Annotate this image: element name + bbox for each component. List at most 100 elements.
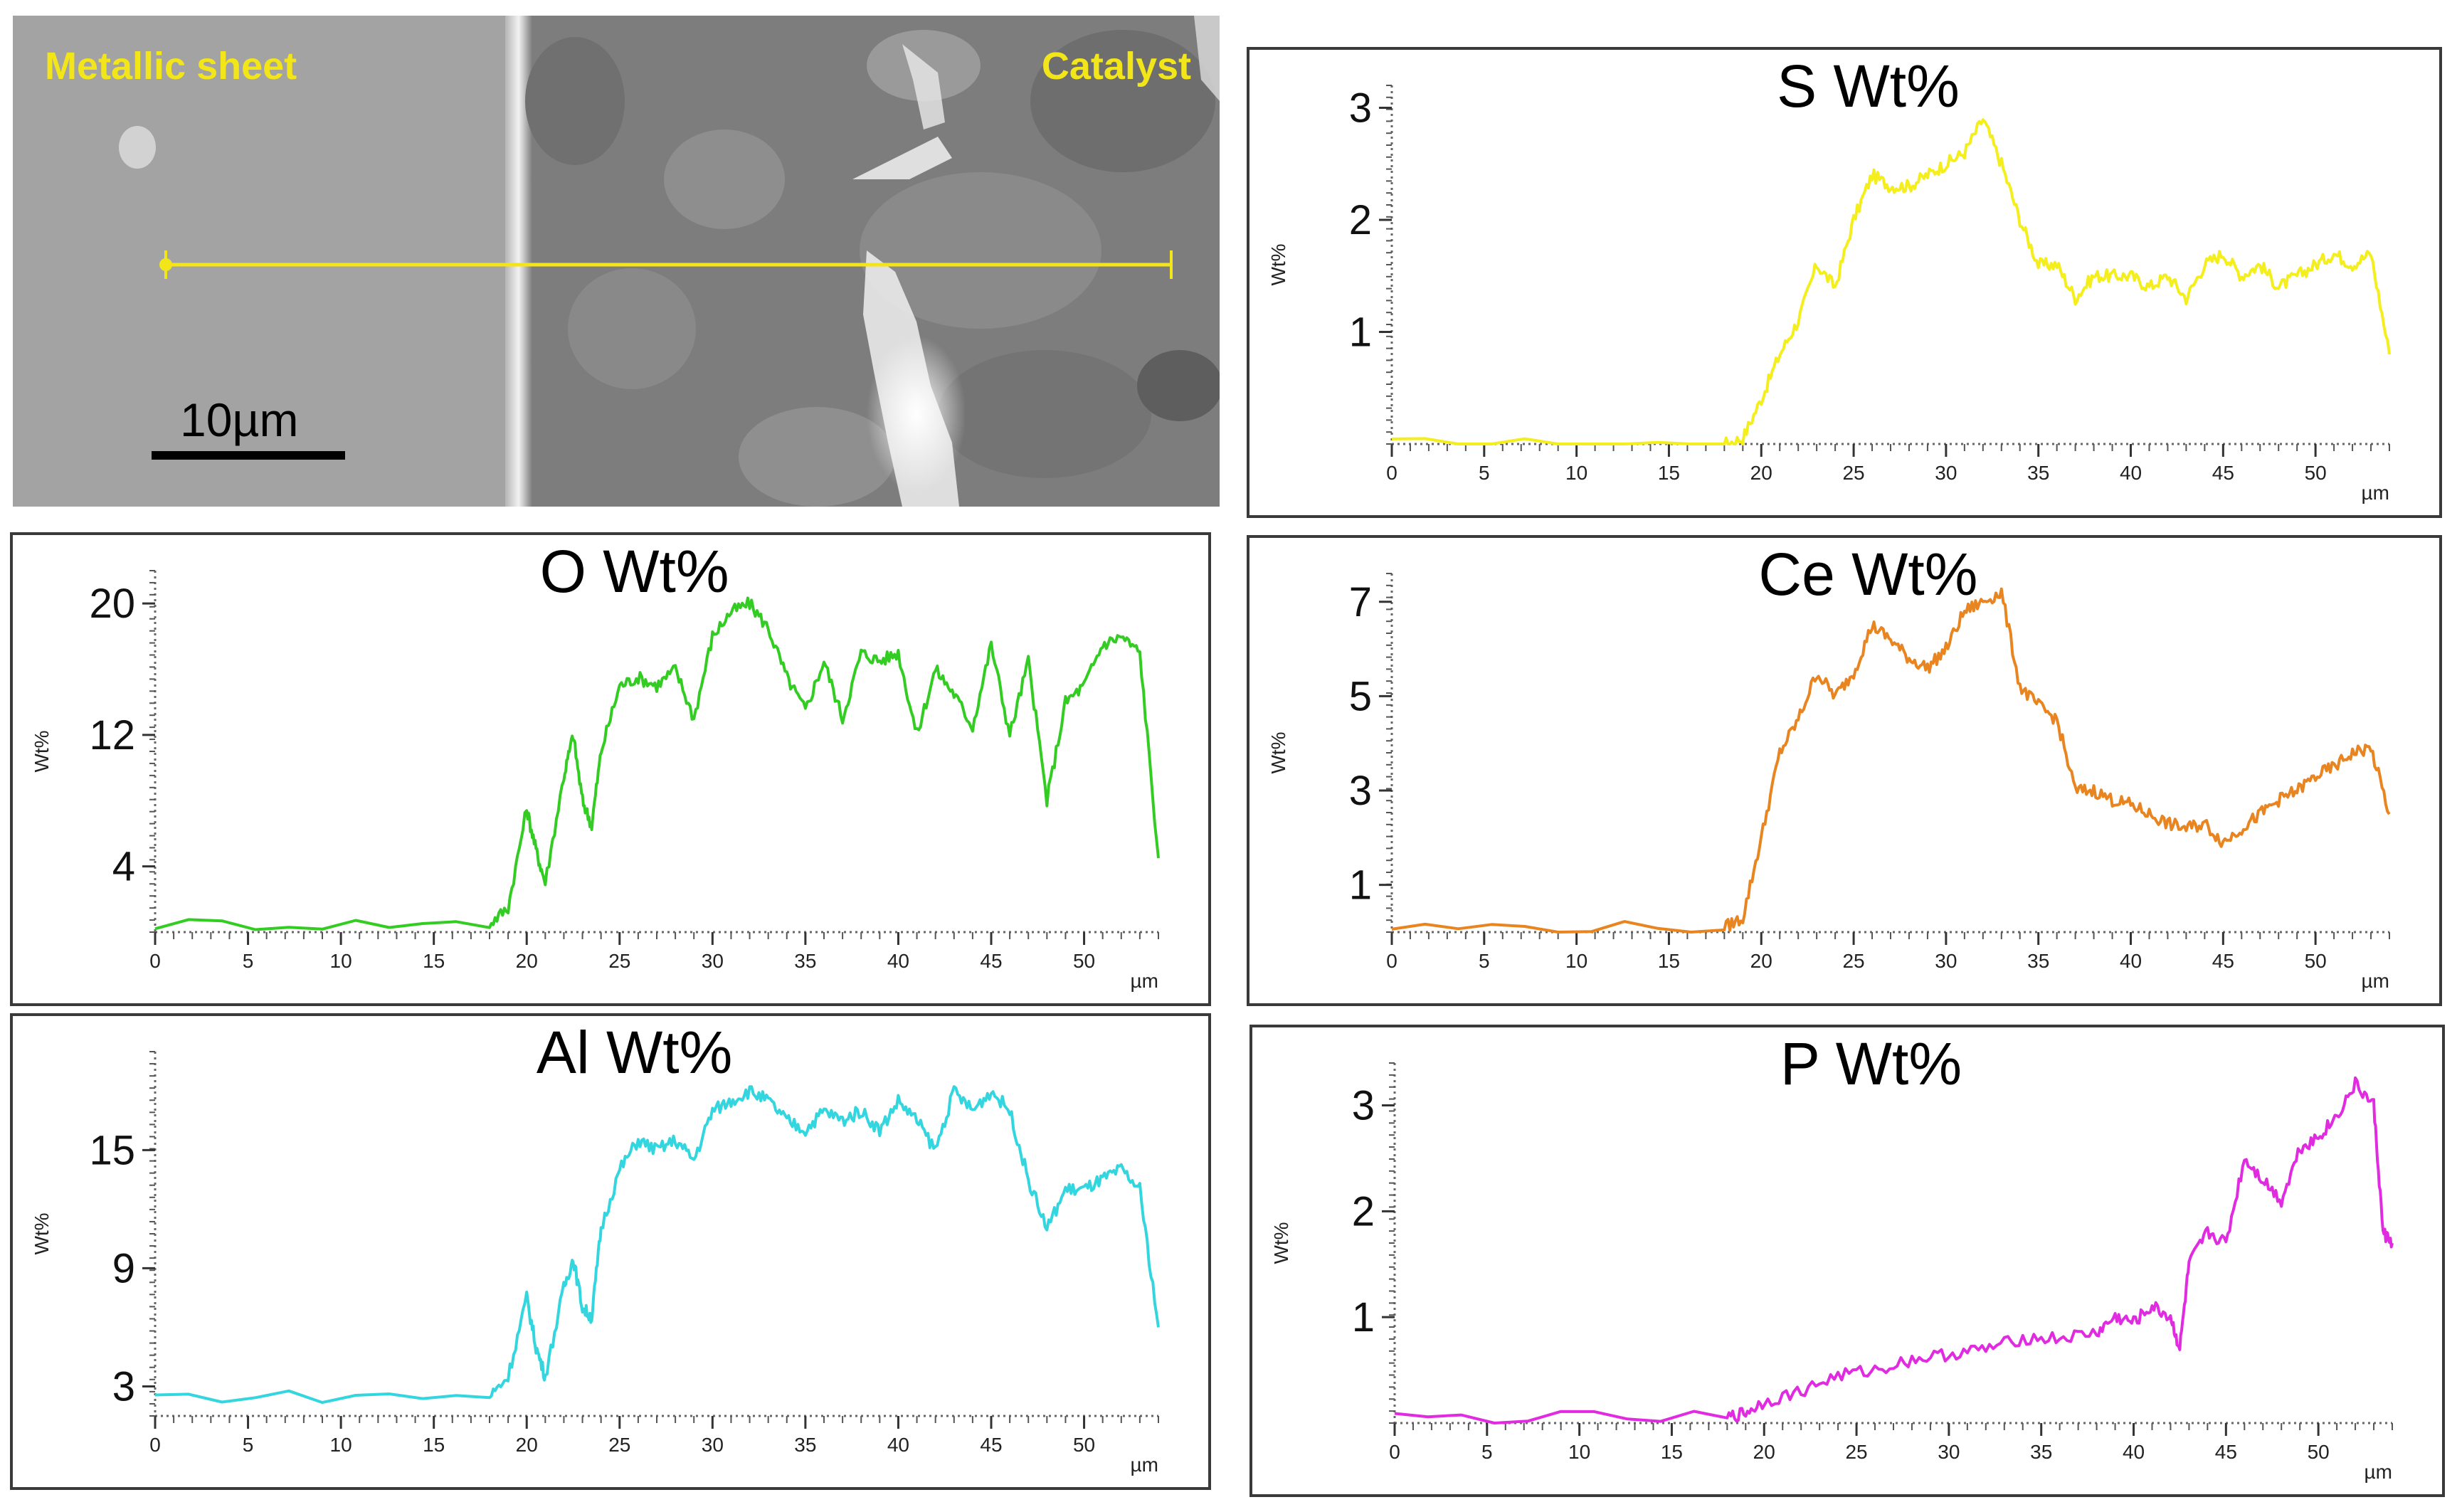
al-x-tick-label: 0 xyxy=(149,1434,161,1456)
s-y-tick-label: 3 xyxy=(1349,85,1372,132)
al-x-tick-label: 45 xyxy=(980,1434,1002,1456)
ce-y-tick-label: 5 xyxy=(1349,673,1372,719)
scale-bar xyxy=(152,451,345,460)
o-x-tick-label: 50 xyxy=(1073,950,1095,972)
s-x-tick-label: 35 xyxy=(2027,462,2049,484)
p-x-tick-label: 35 xyxy=(2030,1441,2052,1463)
s-y-minor-ticks xyxy=(1386,85,1392,445)
s-wt-chart-panel: 0 5 10 15 20 25 30 35 40 45 50 1 2 3 Wt% µm S Wt% xyxy=(1247,47,2442,518)
al-wt-chart-panel: 0 5 10 15 20 25 30 35 40 45 50 3 9 15 Wt% µm Al Wt% xyxy=(10,1013,1211,1490)
ce-x-tick-label: 25 xyxy=(1842,950,1864,972)
al-x-tick-label: 30 xyxy=(702,1434,724,1456)
p-x-tick-label: 20 xyxy=(1753,1441,1775,1463)
o-chart-svg: 0 5 10 15 20 25 30 35 40 45 50 4 12 20 Wt% µm O Wt% xyxy=(31,538,1160,992)
ce-wt-chart-panel: 0 5 10 15 20 25 30 35 40 45 50 1 3 5 7 Wt% µm Ce Wt% xyxy=(1247,535,2442,1006)
o-x-tick-label: 20 xyxy=(516,950,538,972)
o-x-tick-label: 0 xyxy=(149,950,161,972)
al-x-tick-label: 35 xyxy=(794,1434,816,1456)
al-x-tick-label: 10 xyxy=(330,1434,352,1456)
o-x-tick-label: 10 xyxy=(330,950,352,972)
s-x-tick-label: 15 xyxy=(1658,462,1680,484)
al-y-axis-title: Wt% xyxy=(31,1212,53,1254)
o-chart-title: O Wt% xyxy=(540,538,729,605)
s-x-tick-label: 30 xyxy=(1935,462,1957,484)
p-x-tick-label: 15 xyxy=(1661,1441,1683,1463)
al-x-tick-label: 20 xyxy=(516,1434,538,1456)
al-x-tick-label: 25 xyxy=(608,1434,630,1456)
ce-x-tick-label: 45 xyxy=(2212,950,2234,972)
s-x-tick-label: 25 xyxy=(1842,462,1864,484)
p-chart-title: P Wt% xyxy=(1780,1030,1962,1097)
p-x-tick-label: 10 xyxy=(1568,1441,1590,1463)
ce-x-axis-title: µm xyxy=(2362,970,2389,992)
o-x-tick-label: 25 xyxy=(608,950,630,972)
p-x-tick-label: 30 xyxy=(1938,1441,1960,1463)
o-x-tick-label: 35 xyxy=(794,950,816,972)
s-chart-title: S Wt% xyxy=(1777,53,1960,120)
metallic-sheet-label: Metallic sheet xyxy=(45,45,297,88)
o-y-tick-label: 12 xyxy=(89,712,135,758)
ce-x-tick-label: 50 xyxy=(2305,950,2327,972)
o-wt-chart-panel: 0 5 10 15 20 25 30 35 40 45 50 4 12 20 Wt% µm O Wt% xyxy=(10,532,1211,1006)
p-x-tick-label: 40 xyxy=(2123,1441,2145,1463)
ce-y-tick-label: 7 xyxy=(1349,579,1372,625)
ce-x-tick-label: 10 xyxy=(1565,950,1587,972)
al-chart-svg: 0 5 10 15 20 25 30 35 40 45 50 3 9 15 Wt% µm Al Wt% xyxy=(31,1019,1160,1476)
al-chart-title: Al Wt% xyxy=(537,1019,732,1086)
s-y-tick-label: 1 xyxy=(1349,310,1372,356)
al-y-tick-label: 9 xyxy=(112,1245,135,1291)
al-series-line xyxy=(154,1085,1160,1405)
o-y-tick-label: 4 xyxy=(112,844,135,890)
ce-x-tick-label: 0 xyxy=(1386,950,1397,972)
o-x-tick-label: 5 xyxy=(243,950,254,972)
s-x-tick-label: 10 xyxy=(1565,462,1587,484)
o-x-axis-title: µm xyxy=(1131,970,1158,992)
o-y-minor-ticks xyxy=(149,570,155,933)
p-wt-chart-panel: 0 5 10 15 20 25 30 35 40 45 50 1 2 3 Wt% µm P Wt% xyxy=(1249,1025,2445,1497)
s-x-tick-label: 20 xyxy=(1750,462,1772,484)
s-x-tick-label: 45 xyxy=(2212,462,2234,484)
s-chart-svg: 0 5 10 15 20 25 30 35 40 45 50 1 2 3 Wt% µm S Wt% xyxy=(1267,53,2391,504)
ce-x-tick-label: 15 xyxy=(1658,950,1680,972)
scale-bar-label: 10µm xyxy=(180,393,299,446)
o-x-tick-label: 40 xyxy=(887,950,909,972)
al-x-axis-title: µm xyxy=(1131,1454,1158,1476)
p-y-axis-title: Wt% xyxy=(1270,1222,1292,1264)
al-y-tick-label: 15 xyxy=(89,1127,135,1173)
ce-y-tick-label: 1 xyxy=(1349,862,1372,909)
o-y-tick-label: 20 xyxy=(89,581,135,627)
ce-x-tick-label: 30 xyxy=(1935,950,1957,972)
al-x-tick-label: 5 xyxy=(243,1434,254,1456)
al-y-tick-label: 3 xyxy=(112,1363,135,1410)
s-x-tick-label: 5 xyxy=(1479,462,1490,484)
s-y-axis-title: Wt% xyxy=(1267,243,1289,285)
p-x-axis-title: µm xyxy=(2364,1461,2392,1483)
ce-series-line xyxy=(1391,587,2391,934)
al-x-tick-label: 40 xyxy=(887,1434,909,1456)
p-y-tick-label: 3 xyxy=(1352,1083,1375,1129)
o-x-tick-label: 30 xyxy=(702,950,724,972)
sem-micrograph: Metallic sheet Catalyst 10µm xyxy=(13,16,1220,507)
ce-x-tick-label: 20 xyxy=(1750,950,1772,972)
p-x-tick-label: 50 xyxy=(2308,1441,2330,1463)
al-x-tick-label: 15 xyxy=(423,1434,445,1456)
o-series-line xyxy=(154,596,1160,931)
al-x-minor-ticks xyxy=(154,1416,1159,1423)
metallic-sheet-region xyxy=(13,16,511,507)
ce-chart-title: Ce Wt% xyxy=(1758,541,1977,608)
ce-x-tick-label: 35 xyxy=(2027,950,2049,972)
p-series-line xyxy=(1394,1076,2394,1424)
o-x-tick-label: 45 xyxy=(980,950,1002,972)
al-y-minor-ticks xyxy=(149,1051,155,1417)
p-y-minor-ticks xyxy=(1389,1062,1395,1424)
s-x-tick-label: 50 xyxy=(2305,462,2327,484)
sem-texture xyxy=(13,16,1220,507)
s-x-axis-title: µm xyxy=(2362,482,2389,504)
s-x-tick-label: 0 xyxy=(1386,462,1397,484)
p-y-tick-label: 1 xyxy=(1352,1294,1375,1341)
al-x-tick-label: 50 xyxy=(1073,1434,1095,1456)
s-x-tick-label: 40 xyxy=(2120,462,2142,484)
s-y-tick-label: 2 xyxy=(1349,197,1372,243)
o-y-axis-title: Wt% xyxy=(31,730,53,772)
